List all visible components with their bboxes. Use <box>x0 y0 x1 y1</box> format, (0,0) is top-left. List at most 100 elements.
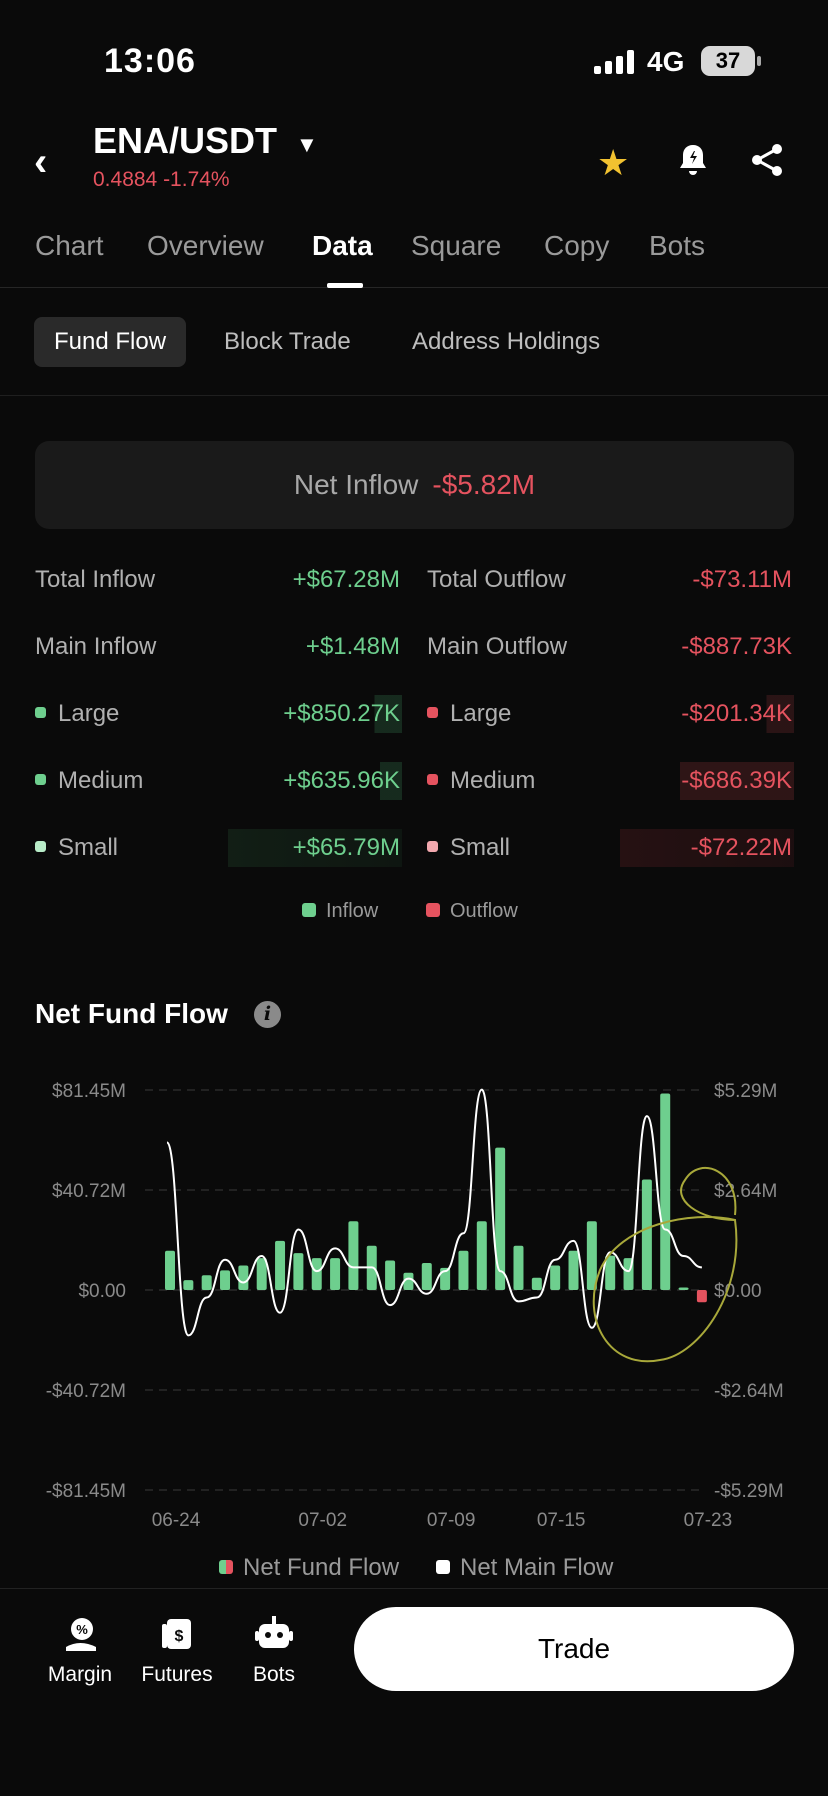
legend-outflow-swatch <box>426 902 440 917</box>
total-inflow-value: +$67.28M <box>292 566 400 593</box>
net-fund-flow-bar <box>476 1221 487 1290</box>
tab-square[interactable]: Square <box>411 230 502 261</box>
net-fund-flow-bar <box>183 1280 194 1290</box>
tab-data[interactable]: Data <box>312 230 373 261</box>
net-fund-flow-bar <box>568 1250 579 1290</box>
legend-inflow-text: Inflow <box>326 900 379 922</box>
net-inflow-card: Net Inflow -$5.82M <box>35 441 794 529</box>
tab-copy[interactable]: Copy <box>544 230 610 261</box>
chart-legend-net-main-flow: Net Main Flow <box>436 1554 613 1582</box>
main-outflow-value: -$887.73K <box>681 633 792 660</box>
net-fund-flow-bar <box>458 1250 469 1290</box>
chart-legend-fund-text: Net Fund Flow <box>243 1554 400 1581</box>
tab-overview[interactable]: Overview <box>147 230 264 261</box>
price-change: 0.4884 -1.74% <box>93 168 230 191</box>
net-fund-flow-bar <box>238 1265 249 1290</box>
nav-bots[interactable]: Bots <box>238 1613 310 1687</box>
trade-button[interactable]: Trade <box>354 1607 794 1691</box>
large-outflow-text: Large <box>450 700 512 727</box>
pair-header: ‹ ENA/USDT ▼ 0.4884 -1.74% ★ <box>0 118 828 198</box>
medium-inflow-text: Medium <box>58 767 144 794</box>
annotation-scribble <box>592 1167 738 1363</box>
margin-icon: % <box>66 1618 96 1651</box>
chart-legend-main-text: Net Main Flow <box>460 1554 614 1581</box>
chart-legend-net-fund-flow: Net Fund Flow <box>219 1554 399 1582</box>
nav-margin-label: Margin <box>47 1663 113 1686</box>
medium-inflow-dot <box>35 774 46 786</box>
net-fund-flow-bar <box>275 1240 286 1290</box>
net-inflow-value: -$5.82M <box>432 469 536 500</box>
subtab-fund-flow[interactable]: Fund Flow <box>34 317 187 367</box>
net-fund-flow-bar <box>495 1147 506 1290</box>
total-outflow-label: Total Outflow <box>427 566 566 593</box>
y-left-tick-label: -$40.72M <box>46 1381 126 1402</box>
main-inflow-label: Main Inflow <box>35 633 157 660</box>
star-icon[interactable]: ★ <box>597 142 630 183</box>
large-outflow-value: -$201.34K <box>610 695 794 733</box>
medium-inflow-label: Medium <box>35 767 143 795</box>
y-right-tick-label: $2.64M <box>714 1181 777 1202</box>
large-inflow-label: Large <box>35 700 119 728</box>
nav-futures[interactable]: $ Futures <box>137 1613 217 1687</box>
net-fund-flow-bar <box>403 1272 414 1290</box>
active-tab-indicator <box>327 283 363 288</box>
signal-icon <box>594 50 634 74</box>
small-inflow-value: +$65.79M <box>228 829 402 867</box>
large-inflow-dot <box>35 707 46 719</box>
pair-title[interactable]: ENA/USDT <box>93 120 278 161</box>
small-outflow-label: Small <box>427 834 510 862</box>
small-outflow-value: -$72.22M <box>620 829 794 867</box>
small-inflow-dot <box>35 841 46 853</box>
status-time: 13:06 <box>104 42 196 80</box>
svg-text:%: % <box>76 1622 88 1637</box>
net-fund-flow-bar <box>348 1221 359 1290</box>
subtab-block-trade[interactable]: Block Trade <box>224 328 351 355</box>
data-subtabs: Fund Flow Block Trade Address Holdings <box>0 314 828 396</box>
tab-chart[interactable]: Chart <box>35 230 104 261</box>
futures-icon: $ <box>162 1619 191 1649</box>
bottom-action-bar: % Margin $ Futures Bots Trade <box>0 1588 828 1796</box>
main-inflow-value: +$1.48M <box>305 633 400 660</box>
status-bar: 13:06 4G 37 <box>0 0 828 120</box>
x-tick-label: 06-24 <box>152 1510 201 1530</box>
back-icon[interactable]: ‹ <box>34 140 48 184</box>
net-fund-flow-bar <box>660 1093 671 1290</box>
small-outflow-text: Small <box>450 834 511 861</box>
svg-text:$: $ <box>175 1628 184 1645</box>
net-main-flow-line <box>166 1088 703 1337</box>
net-fund-flow-bar <box>256 1258 267 1290</box>
x-tick-label: 07-23 <box>684 1510 733 1530</box>
medium-outflow-dot <box>427 774 438 786</box>
main-outflow-label: Main Outflow <box>427 633 568 660</box>
large-inflow-value: +$850.27K <box>220 695 402 733</box>
net-fund-flow-bar <box>678 1287 689 1290</box>
x-tick-label: 07-09 <box>427 1510 476 1530</box>
medium-outflow-label: Medium <box>427 767 535 795</box>
net-fund-flow-bar <box>220 1270 231 1290</box>
tab-bots[interactable]: Bots <box>649 230 706 261</box>
net-fund-flow-bar <box>385 1260 396 1290</box>
pair-dropdown-icon[interactable]: ▼ <box>296 132 318 157</box>
nav-margin[interactable]: % Margin <box>44 1613 116 1687</box>
y-left-tick-label: $40.72M <box>52 1181 126 1202</box>
nav-futures-label: Futures <box>141 1663 213 1686</box>
net-fund-flow-bar <box>696 1290 707 1303</box>
y-right-tick-label: $5.29M <box>714 1081 777 1102</box>
medium-outflow-value: -$686.39K <box>610 762 794 800</box>
medium-inflow-value: +$635.96K <box>220 762 402 800</box>
legend-inflow-swatch <box>302 902 316 917</box>
net-fund-flow-bar <box>531 1277 542 1290</box>
y-right-tick-label: -$5.29M <box>714 1481 784 1502</box>
bell-icon[interactable] <box>676 142 710 178</box>
info-icon[interactable]: i <box>254 1001 281 1028</box>
net-fund-flow-bar <box>440 1267 451 1290</box>
y-left-tick-label: $81.45M <box>52 1081 126 1102</box>
legend-inflow: Inflow <box>302 900 378 923</box>
share-icon[interactable] <box>750 142 784 178</box>
net-fund-flow-bar <box>165 1250 175 1290</box>
small-inflow-label: Small <box>35 834 118 862</box>
robot-icon <box>255 1616 293 1648</box>
subtab-address-holdings[interactable]: Address Holdings <box>412 328 601 355</box>
net-fund-flow-bar <box>421 1262 432 1290</box>
nav-bots-label: Bots <box>252 1663 296 1686</box>
